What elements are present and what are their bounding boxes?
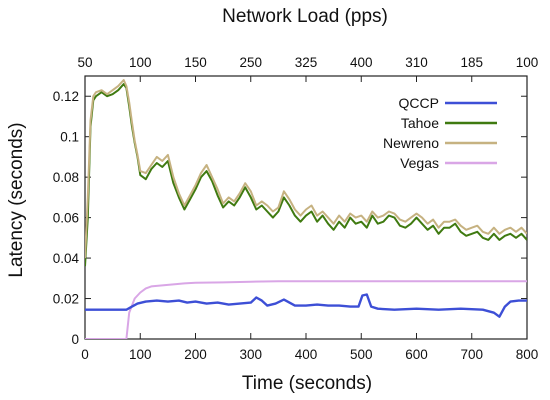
x-tick-label: 400 — [295, 347, 318, 362]
x-tick-label: 300 — [239, 347, 262, 362]
top-axis-tick-label: 310 — [405, 55, 428, 70]
x-tick-label: 0 — [81, 347, 89, 362]
x-tick-label: 700 — [460, 347, 483, 362]
legend-label-newreno: Newreno — [383, 135, 439, 151]
y-tick-label: 0.06 — [53, 211, 79, 226]
y-tick-label: 0 — [71, 332, 79, 347]
x-axis-label: Time (seconds) — [242, 373, 372, 394]
top-axis-tick-label: 100 — [516, 55, 539, 70]
top-axis-tick-label: 325 — [295, 55, 318, 70]
y-tick-label: 0.1 — [60, 130, 79, 145]
top-axis-tick-label: 50 — [77, 55, 92, 70]
series-line-newreno — [85, 79, 527, 259]
plot-frame — [84, 75, 528, 340]
y-tick-label: 0.12 — [53, 89, 79, 104]
y-tick-label: 0.08 — [53, 170, 79, 185]
series-line-tahoe — [85, 83, 527, 267]
legend-label-tahoe: Tahoe — [401, 115, 439, 131]
x-tick-label: 100 — [129, 347, 152, 362]
legend-label-vegas: Vegas — [400, 155, 439, 171]
x-tick-label: 800 — [516, 347, 539, 362]
top-axis-tick-label: 150 — [184, 55, 207, 70]
top-axis-tick-label: 100 — [129, 55, 152, 70]
y-tick-label: 0.02 — [53, 292, 79, 307]
x-tick-label: 600 — [405, 347, 428, 362]
top-axis-tick-label: 185 — [460, 55, 483, 70]
top-axis-tick-label: 250 — [239, 55, 262, 70]
x-tick-label: 500 — [350, 347, 373, 362]
top-axis-tick-label: 400 — [350, 55, 373, 70]
x-tick-label: 200 — [184, 347, 207, 362]
series-line-vegas — [85, 280, 527, 339]
legend-label-qccp: QCCP — [399, 95, 439, 111]
plot-area: 0 100 200 300 400 500 600 700 800 50 100 150 250 325 4… — [53, 55, 539, 362]
chart-title: Network Load (pps) — [222, 6, 388, 27]
y-axis-label: Latency (seconds) — [6, 122, 27, 277]
series-line-qccp — [85, 293, 527, 318]
y-tick-label: 0.04 — [53, 251, 80, 266]
legend: QCCP Tahoe Newreno Vegas — [383, 95, 497, 171]
